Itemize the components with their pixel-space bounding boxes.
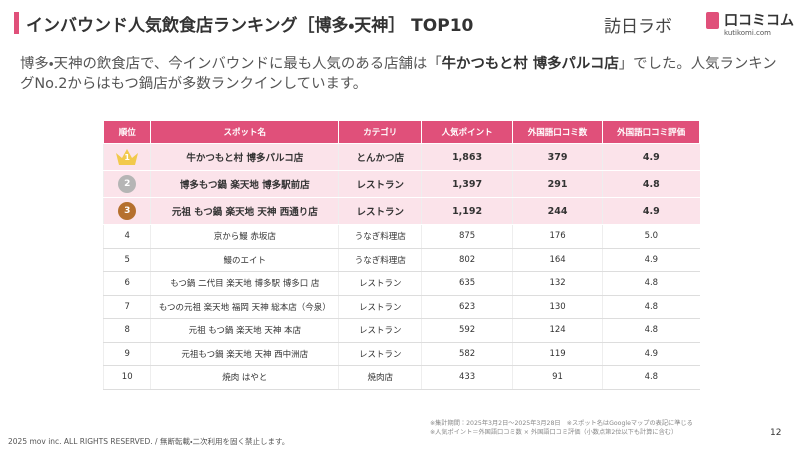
- cell: うなぎ料理店: [338, 224, 422, 249]
- cell: 4.8: [602, 295, 700, 319]
- logo-mark: [706, 12, 719, 29]
- page-number: 12: [770, 428, 782, 438]
- cell: 291: [511, 170, 603, 198]
- table-row: 5 鰻のエイト うなぎ料理店 802 164 4.9: [102, 248, 700, 272]
- cell: 164: [511, 248, 603, 272]
- table-row: 7 もつの元祖 楽天地 福岡 天神 総本店（今泉） レストラン 623 130 4.8: [102, 295, 700, 319]
- cell: 4.8: [602, 365, 700, 390]
- cell: 1,192: [421, 197, 513, 225]
- cell: レストラン: [338, 197, 422, 225]
- rank-medal: 3: [118, 202, 137, 220]
- table-row: 9 元祖もつ鍋 楽天地 天神 西中洲店 レストラン 582 119 4.9: [102, 342, 700, 366]
- spot-name: 鰻のエイト: [150, 248, 339, 272]
- cell: 焼肉店: [338, 365, 422, 390]
- cell: 132: [511, 271, 603, 296]
- rank-cell: 2: [102, 170, 151, 198]
- column-header: 外国語口コミ評価: [602, 120, 700, 144]
- logo: 口コミコム: [724, 13, 794, 29]
- cell: 433: [421, 365, 513, 390]
- note: ※人気ポイント＝外国語口コミ数 × 外国語口コミ評価（小数点第2位以下も計算に含…: [430, 429, 678, 436]
- column-header: 人気ポイント: [421, 120, 513, 144]
- table-row: 4 京から鰻 赤坂店 うなぎ料理店 875 176 5.0: [102, 224, 700, 249]
- ranking-table: 順位 スポット名 カテゴリ 人気ポイント 外国語口コミ数 外国語口コミ評価 1 牛かつもと村 …: [102, 120, 700, 390]
- cell: 5.0: [602, 224, 700, 249]
- cell: レストラン: [338, 318, 422, 343]
- cell: 4.9: [602, 342, 700, 366]
- crown-icon: [116, 149, 139, 165]
- cell: レストラン: [338, 170, 422, 198]
- title: インバウンド人気飲食店ランキング［博多・天神］ TOP10: [26, 16, 474, 36]
- cell: 592: [421, 318, 513, 343]
- cell: 635: [421, 271, 513, 296]
- header-row: 順位 スポット名 カテゴリ 人気ポイント 外国語口コミ数 外国語口コミ評価: [102, 120, 700, 144]
- title-bar: [14, 12, 19, 34]
- cell: とんかつ店: [338, 143, 422, 171]
- intro-highlight: 牛かつもと村 博多パルコ店: [441, 56, 619, 72]
- spot-name: 元祖もつ鍋 楽天地 天神 西中洲店: [150, 342, 339, 366]
- table-row: 8 元祖 もつ鍋 楽天地 天神 本店 レストラン 592 124 4.8: [102, 318, 700, 343]
- cell: うなぎ料理店: [338, 248, 422, 272]
- spot-name: 焼肉 はやと: [150, 365, 339, 390]
- rank: 1: [124, 153, 130, 162]
- cell: 9: [102, 342, 151, 366]
- rank-cell: 3: [102, 197, 151, 225]
- cell: 119: [511, 342, 603, 366]
- logo-sub: kutikomi.com: [724, 29, 771, 37]
- cell: 4.8: [602, 170, 700, 198]
- note: ※集計期間：2025年3月2日〜2025年3月28日 ※スポット名はGoogle…: [430, 420, 693, 427]
- cell: 875: [421, 224, 513, 249]
- intro-text: 博多・天神の飲食店で、今インバウンドに最も人気のある店舗は「: [20, 56, 442, 72]
- column-header: 外国語口コミ数: [511, 120, 604, 144]
- cell: レストラン: [338, 295, 422, 319]
- cell: 623: [421, 295, 513, 319]
- spot-name: 博多もつ鍋 楽天地 博多駅前店: [150, 170, 339, 198]
- column-header: カテゴリ: [338, 120, 423, 144]
- column-header: スポット名: [150, 120, 340, 144]
- table-row: 2 博多もつ鍋 楽天地 博多駅前店 レストラン 1,397 291 4.8: [102, 170, 700, 198]
- cell: 5: [102, 248, 151, 272]
- intro: 博多・天神の飲食店で、今インバウンドに最も人気のある店舗は「牛かつもと村 博多パ…: [20, 54, 785, 94]
- rank-medal: 2: [118, 175, 137, 193]
- cell: 4.9: [602, 197, 700, 225]
- logo: 訪日ラボ: [604, 17, 672, 37]
- cell: 4.8: [602, 318, 700, 343]
- cell: 379: [511, 143, 603, 171]
- cell: 1,397: [421, 170, 513, 198]
- cell: 4.9: [602, 143, 700, 171]
- crown: 1: [114, 147, 140, 167]
- table-row: 3 元祖 もつ鍋 楽天地 天神 西通り店 レストラン 1,192 244 4.9: [102, 197, 700, 225]
- cell: 4.8: [602, 271, 700, 296]
- table-row: 1 牛かつもと村 博多パルコ店 とんかつ店 1,863 379 4.9: [102, 143, 700, 171]
- cell: 124: [511, 318, 603, 343]
- cell: 1,863: [421, 143, 513, 171]
- cell: 802: [421, 248, 513, 272]
- cell: 130: [511, 295, 603, 319]
- cell: 4: [102, 224, 151, 249]
- copyright: 2025 mov inc. ALL RIGHTS RESERVED. / 無断転…: [8, 437, 290, 446]
- cell: 10: [102, 365, 151, 390]
- spot-name: 京から鰻 赤坂店: [150, 224, 339, 249]
- intro-text: 」でした。人気ランキングNo.2からはもつ鍋店が多数ランクインしています。: [20, 56, 777, 92]
- column-header: 順位: [102, 120, 152, 144]
- cell: 7: [102, 295, 151, 319]
- cell: レストラン: [338, 271, 422, 296]
- cell: 582: [421, 342, 513, 366]
- cell: レストラン: [338, 342, 422, 366]
- spot-name: もつ鍋 二代目 楽天地 博多駅 博多口 店: [150, 271, 339, 296]
- cell: 4.9: [602, 248, 700, 272]
- cell: 8: [102, 318, 151, 343]
- cell: 176: [511, 224, 603, 249]
- table-row: 6 もつ鍋 二代目 楽天地 博多駅 博多口 店レストラン 635 132 4.8: [102, 271, 700, 296]
- spot-name: 元祖 もつ鍋 楽天地 天神 本店: [150, 318, 339, 343]
- spot-name: もつの元祖 楽天地 福岡 天神 総本店（今泉）: [150, 295, 339, 319]
- spot-name: 元祖 もつ鍋 楽天地 天神 西通り店: [150, 197, 339, 225]
- cell: 244: [511, 197, 603, 225]
- rank-cell: 1: [102, 143, 151, 171]
- notes: ※集計期間：2025年3月2日〜2025年3月28日 ※スポット名はGoogle…: [430, 419, 693, 437]
- table-row: 10 焼肉 はやと 焼肉店 433 91 4.8: [102, 365, 700, 390]
- cell: 91: [511, 365, 603, 390]
- cell: 6: [102, 271, 151, 296]
- spot-name: 牛かつもと村 博多パルコ店: [150, 143, 339, 171]
